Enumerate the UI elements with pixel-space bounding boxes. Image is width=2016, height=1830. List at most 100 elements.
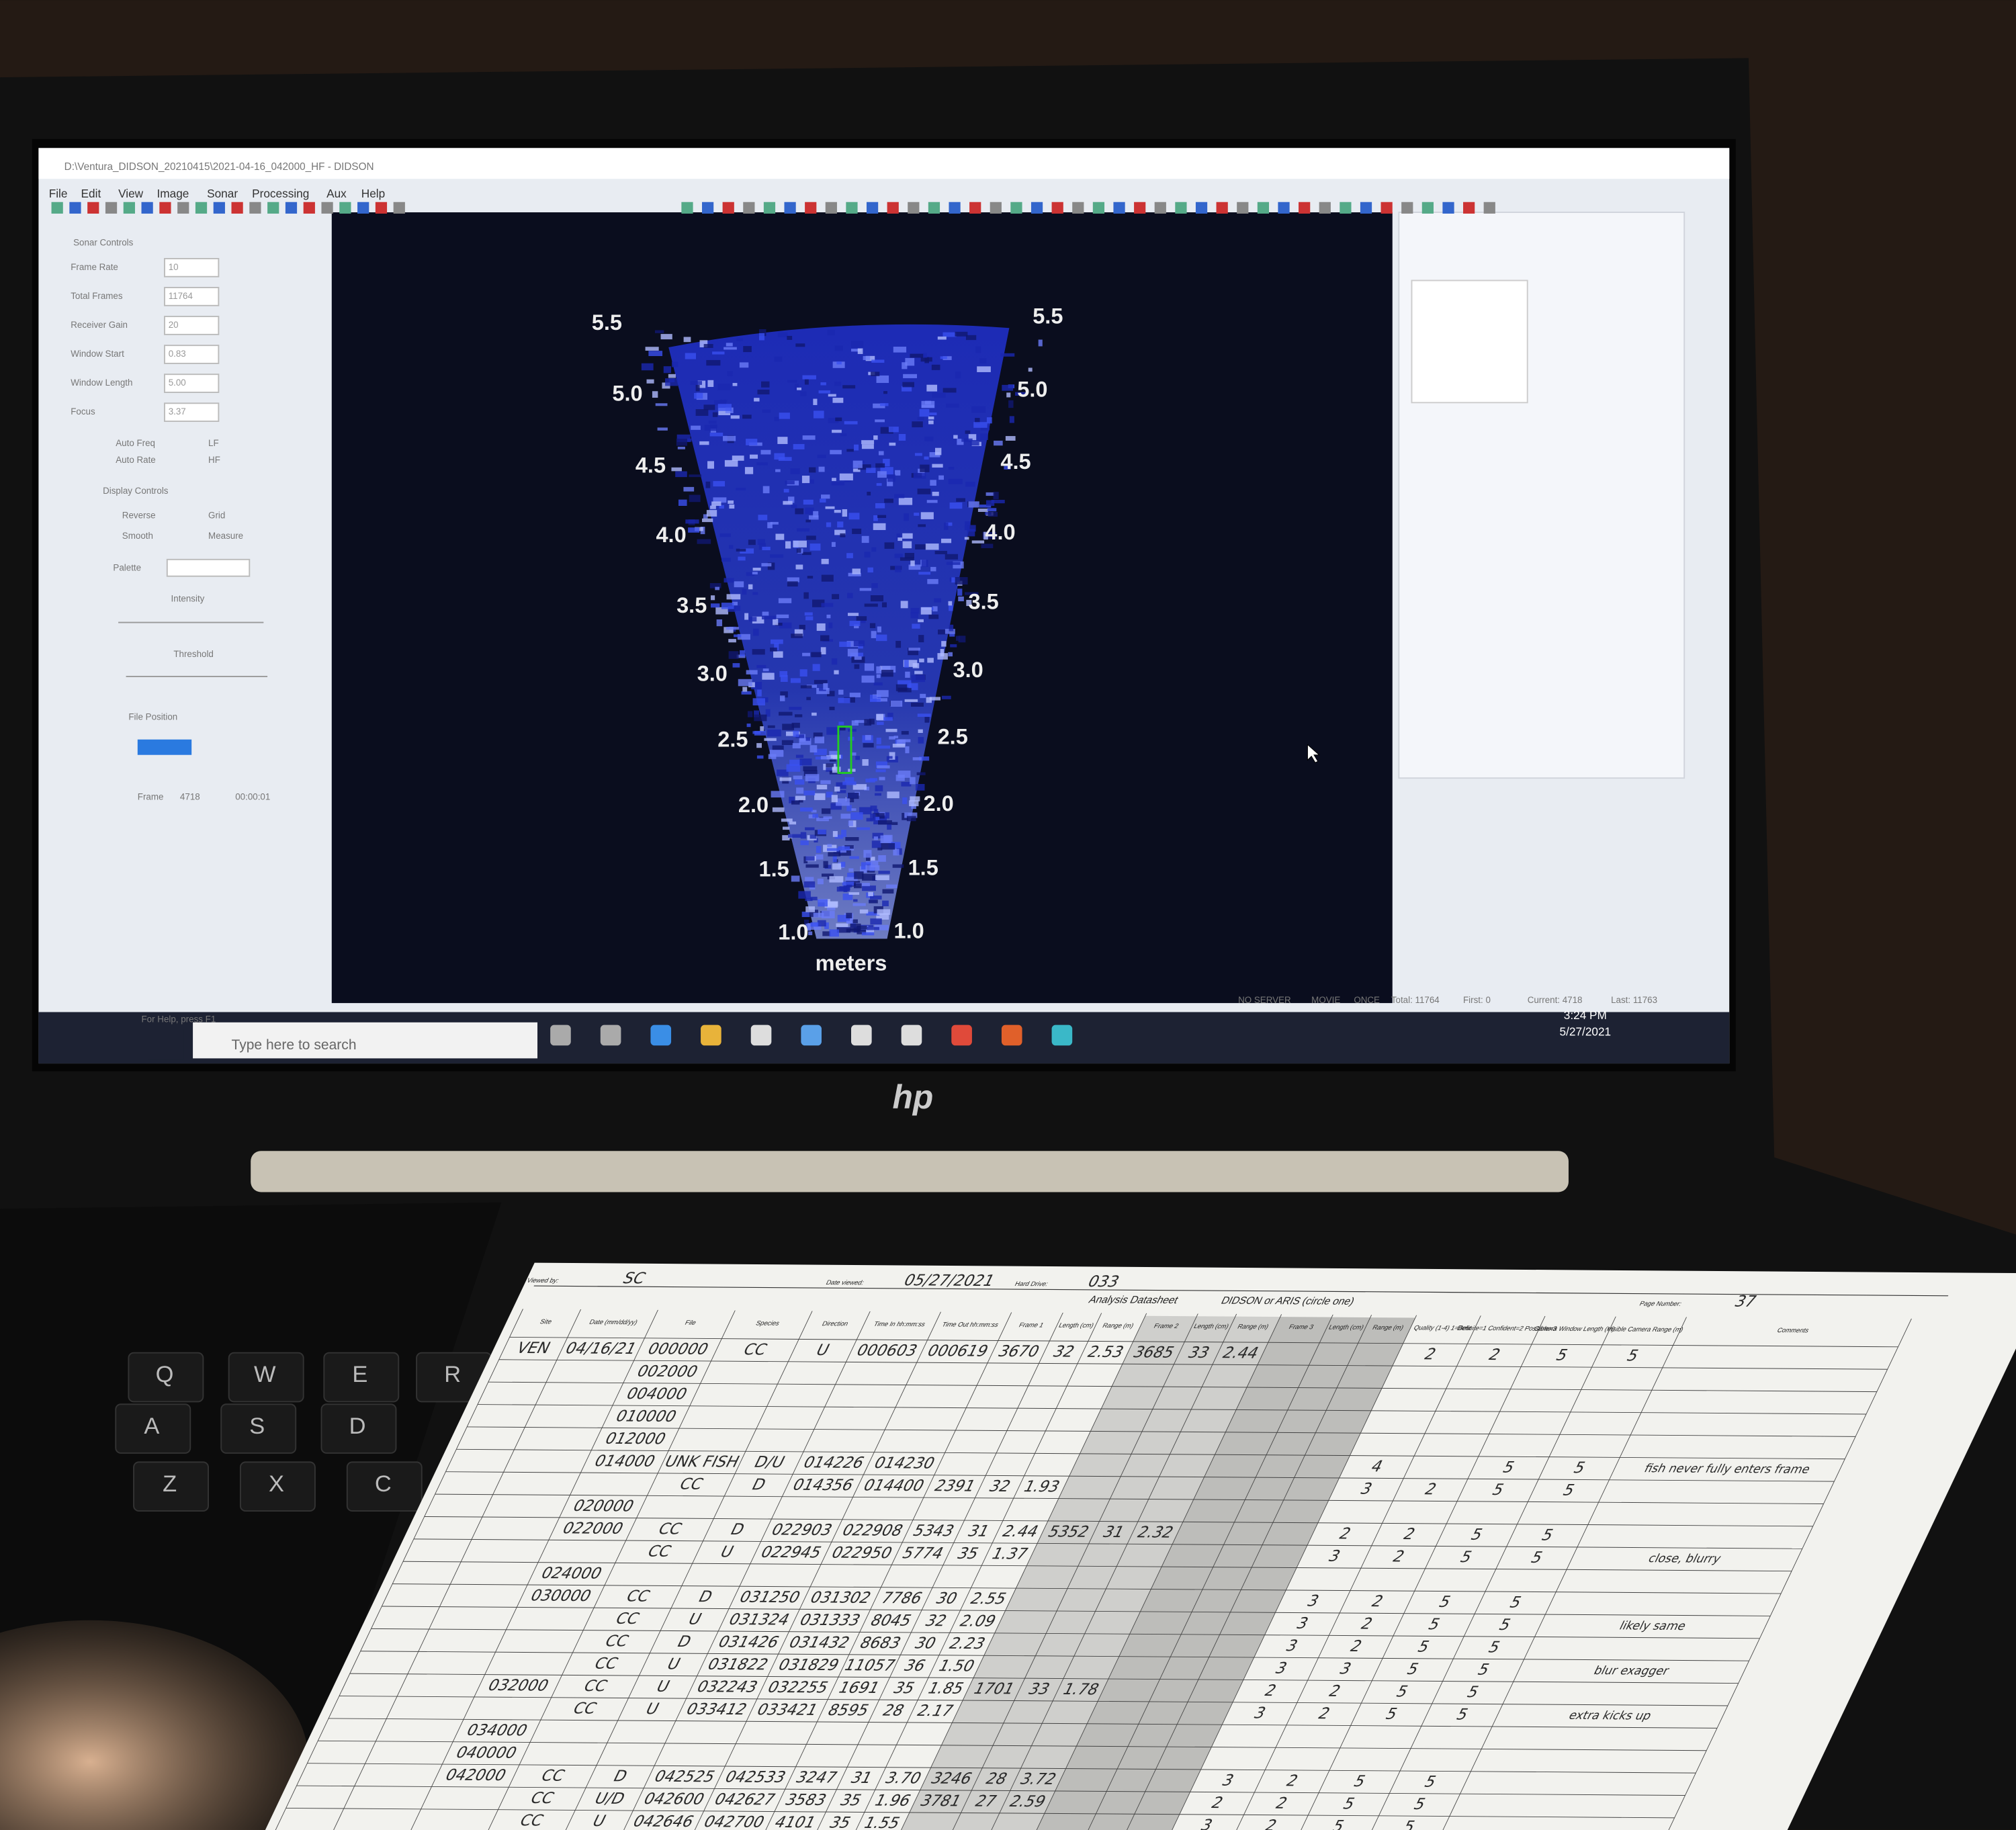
menu-item[interactable]: File — [49, 187, 68, 200]
toolbar-icon[interactable] — [393, 202, 405, 214]
toolbar-icon[interactable] — [1237, 202, 1249, 214]
toolbar-icon[interactable] — [1442, 202, 1454, 214]
toolbar-icon[interactable] — [1031, 202, 1043, 214]
taskbar-icon[interactable] — [600, 1025, 621, 1046]
toolbar-icon[interactable] — [357, 202, 369, 214]
toolbar-icon[interactable] — [1401, 202, 1413, 214]
checkbox-label[interactable]: Auto Freq — [116, 438, 155, 448]
field-input[interactable] — [164, 287, 220, 306]
toolbar-icon[interactable] — [1113, 202, 1125, 214]
menu-item[interactable]: Edit — [81, 187, 101, 200]
toolbar-icon[interactable] — [701, 202, 714, 214]
toolbar-icon[interactable] — [159, 202, 171, 214]
taskbar-icon[interactable] — [801, 1025, 822, 1046]
toolbar-icon[interactable] — [1340, 202, 1352, 214]
toolbar-icon[interactable] — [722, 202, 734, 214]
taskbar-icon[interactable] — [650, 1025, 672, 1046]
toolbar-icon[interactable] — [1380, 202, 1393, 214]
toolbar-icon[interactable] — [949, 202, 961, 214]
toolbar-icon[interactable] — [846, 202, 858, 214]
toolbar-icon[interactable] — [375, 202, 388, 214]
toolbar-icon[interactable] — [51, 202, 63, 214]
taskbar-icon[interactable] — [901, 1025, 922, 1046]
toolbar-icon[interactable] — [1175, 202, 1187, 214]
toolbar-icon[interactable] — [681, 202, 693, 214]
toolbar-icon[interactable] — [866, 202, 879, 214]
menu-item[interactable]: Processing — [252, 187, 309, 200]
toolbar-icon[interactable] — [105, 202, 118, 214]
palette-select[interactable] — [166, 558, 251, 577]
toolbar-icon[interactable] — [908, 202, 920, 214]
toolbar-icon[interactable] — [339, 202, 351, 214]
checkbox-label[interactable]: Measure — [208, 531, 243, 541]
key[interactable] — [115, 1403, 191, 1454]
taskbar-icon[interactable] — [1001, 1025, 1022, 1046]
toolbar-icon[interactable] — [321, 202, 333, 214]
toolbar-icon[interactable] — [1072, 202, 1084, 214]
field-input[interactable] — [164, 374, 220, 393]
toolbar-icon[interactable] — [1360, 202, 1372, 214]
toolbar-icon[interactable] — [763, 202, 776, 214]
checkbox-label[interactable]: Reverse — [122, 510, 156, 520]
start-button[interactable] — [148, 1029, 184, 1060]
toolbar-icon[interactable] — [303, 202, 315, 214]
key[interactable] — [220, 1403, 297, 1454]
field-input[interactable] — [164, 257, 220, 277]
toolbar-icon[interactable] — [1463, 202, 1475, 214]
toolbar-icon[interactable] — [177, 202, 189, 214]
toolbar-icon[interactable] — [825, 202, 837, 214]
toolbar-icon[interactable] — [285, 202, 298, 214]
menu-item[interactable]: Image — [157, 187, 189, 200]
key[interactable] — [323, 1352, 400, 1403]
toolbar-icon[interactable] — [1299, 202, 1311, 214]
toolbar-icon[interactable] — [1154, 202, 1166, 214]
field-input[interactable] — [164, 345, 220, 364]
toolbar-icon[interactable] — [141, 202, 153, 214]
toolbar-icon[interactable] — [1092, 202, 1105, 214]
toolbar-icon[interactable] — [969, 202, 981, 214]
target-box[interactable] — [837, 726, 852, 774]
menu-item[interactable]: Aux — [326, 187, 347, 200]
toolbar-icon[interactable] — [805, 202, 817, 214]
menu-item[interactable]: Sonar — [207, 187, 238, 200]
search-box[interactable] — [193, 1022, 538, 1059]
taskbar-icon[interactable] — [851, 1025, 872, 1046]
toolbar-icon[interactable] — [1216, 202, 1228, 214]
toolbar-icon[interactable] — [784, 202, 796, 214]
toolbar-icon[interactable] — [928, 202, 940, 214]
toolbar-icon[interactable] — [1483, 202, 1495, 214]
toolbar-icon[interactable] — [1195, 202, 1208, 214]
field-input[interactable] — [164, 316, 220, 335]
search-text[interactable]: Type here to search — [232, 1037, 357, 1053]
checkbox-label[interactable]: Auto Rate — [116, 455, 155, 465]
toolbar-icon[interactable] — [1010, 202, 1022, 214]
checkbox-label[interactable]: Smooth — [122, 531, 153, 541]
toolbar-icon[interactable] — [1278, 202, 1290, 214]
toolbar-icon[interactable] — [213, 202, 225, 214]
taskbar-icon[interactable] — [550, 1025, 571, 1046]
radio-label[interactable]: LF — [208, 438, 219, 448]
toolbar-icon[interactable] — [69, 202, 81, 214]
toolbar-icon[interactable] — [1134, 202, 1146, 214]
taskbar-icon[interactable] — [701, 1025, 721, 1046]
radio-label[interactable]: HF — [208, 455, 220, 465]
taskbar-icon[interactable] — [750, 1025, 772, 1046]
field-input[interactable] — [164, 402, 220, 423]
toolbar-icon[interactable] — [1257, 202, 1270, 214]
toolbar-icon[interactable] — [1051, 202, 1063, 214]
toolbar-icon[interactable] — [743, 202, 755, 214]
toolbar-icon[interactable] — [887, 202, 899, 214]
menu-item[interactable]: Help — [361, 187, 385, 200]
key[interactable] — [320, 1403, 397, 1454]
toolbar-icon[interactable] — [249, 202, 261, 214]
toolbar-icon[interactable] — [87, 202, 99, 214]
key[interactable] — [239, 1461, 316, 1512]
key[interactable] — [133, 1461, 210, 1512]
toolbar-icon[interactable] — [123, 202, 135, 214]
key[interactable] — [228, 1352, 304, 1403]
toolbar-icon[interactable] — [1421, 202, 1434, 214]
checkbox-label[interactable]: Grid — [208, 510, 225, 520]
toolbar-icon[interactable] — [267, 202, 279, 214]
key[interactable] — [346, 1461, 423, 1512]
taskbar-icon[interactable] — [1051, 1025, 1073, 1046]
